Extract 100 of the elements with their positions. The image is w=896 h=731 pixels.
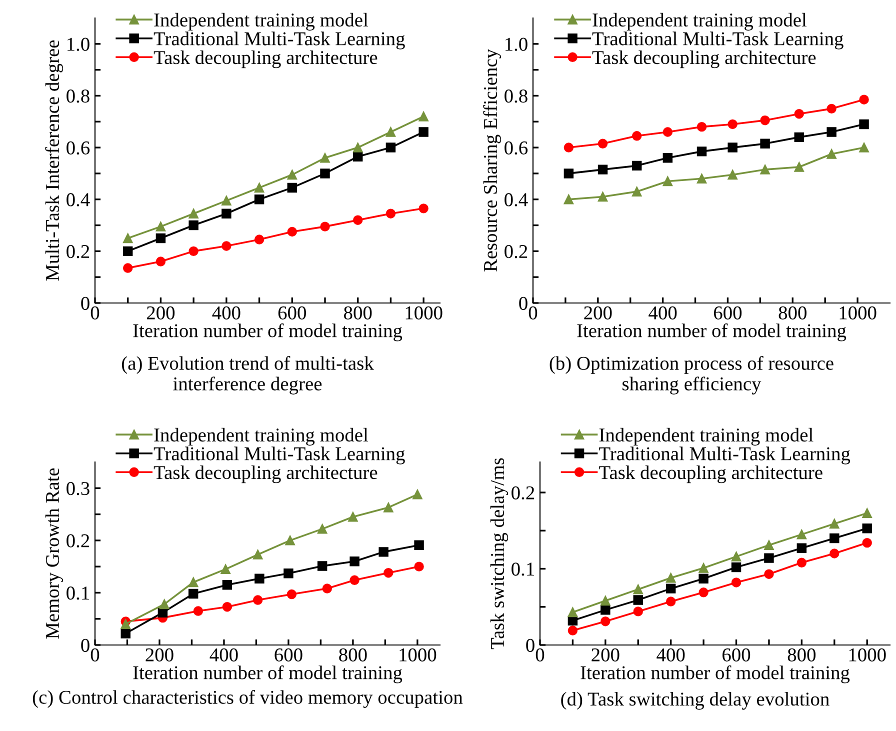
point xyxy=(222,241,232,251)
text: (c) Control characteristics of video memory occupation xyxy=(32,690,463,708)
point xyxy=(156,222,166,232)
point xyxy=(120,619,130,629)
point xyxy=(412,490,422,500)
x-tick-label: 0 xyxy=(536,648,544,662)
x-tick-label: 1000 xyxy=(849,648,886,662)
point xyxy=(188,208,198,218)
legend-label: Traditional Multi-Task Learning xyxy=(154,446,405,464)
point xyxy=(731,552,742,562)
y-tick-label: 0.4 xyxy=(66,193,90,206)
y-tick-label: 1.0 xyxy=(68,38,90,51)
point xyxy=(731,578,742,588)
point xyxy=(386,208,396,218)
point xyxy=(633,595,643,605)
y-tick-label: 0.6 xyxy=(66,141,90,155)
point xyxy=(156,256,166,266)
legend-label: Independent training model xyxy=(154,428,368,446)
legend-label: Independent training model xyxy=(154,12,368,31)
point xyxy=(193,606,204,616)
point xyxy=(794,162,804,172)
point xyxy=(252,595,263,605)
legend-label: Task decoupling architecture xyxy=(154,50,378,68)
legend-label: Traditional Multi-Task Learning xyxy=(592,32,844,50)
point xyxy=(384,568,394,578)
point xyxy=(728,142,738,152)
y-tick-label: 0 xyxy=(519,296,528,310)
y-tick-label: 0.8 xyxy=(66,90,90,103)
point xyxy=(188,588,198,599)
point xyxy=(254,182,264,193)
point xyxy=(698,574,708,584)
y-tick-label: 0.2 xyxy=(66,534,90,548)
y-tick-label: 0.3 xyxy=(66,482,90,496)
y-axis-title: Resource Sharing Efficiency xyxy=(483,48,502,272)
point xyxy=(794,109,804,119)
y-tick-label: 1.0 xyxy=(506,38,528,51)
point xyxy=(564,194,574,204)
text: (a) Evolution trend of multi-task interference degree xyxy=(122,356,374,394)
point xyxy=(564,168,574,178)
y-tick-label: 0.8 xyxy=(504,90,528,103)
point xyxy=(859,119,869,130)
point xyxy=(632,160,642,171)
text: (b) Optimization process of resource sharing efficiency xyxy=(550,356,834,394)
y-tick-label: 0.2 xyxy=(66,245,90,258)
point xyxy=(696,146,707,156)
point xyxy=(859,94,869,104)
point xyxy=(414,540,424,550)
point xyxy=(826,127,836,137)
point xyxy=(600,596,610,606)
point xyxy=(796,530,807,540)
point xyxy=(287,170,298,180)
point xyxy=(662,127,673,137)
x-tick-label: 600 xyxy=(722,648,750,662)
point xyxy=(122,263,133,273)
x-tick-label: 400 xyxy=(212,306,240,320)
point xyxy=(598,164,608,174)
point xyxy=(830,518,840,529)
point xyxy=(633,606,643,616)
point xyxy=(764,569,774,579)
point xyxy=(830,533,840,544)
point xyxy=(862,538,872,548)
point xyxy=(760,115,770,126)
point xyxy=(386,127,396,137)
y-tick-label: 0.1 xyxy=(512,562,534,576)
point xyxy=(120,628,130,638)
point xyxy=(156,233,166,244)
x-tick-label: 800 xyxy=(788,648,816,662)
point xyxy=(320,153,330,163)
point xyxy=(350,575,360,586)
point xyxy=(188,246,198,256)
point xyxy=(222,602,232,612)
x-axis-title: Iteration number of model training xyxy=(580,665,850,684)
point xyxy=(666,596,676,606)
x-tick-label: 800 xyxy=(339,648,367,662)
point xyxy=(632,131,642,141)
x-tick-label: 600 xyxy=(278,306,306,320)
point xyxy=(764,540,774,550)
point xyxy=(220,564,230,574)
point xyxy=(662,153,673,163)
y-tick-label: 0 xyxy=(81,638,90,652)
point xyxy=(222,580,232,590)
point xyxy=(862,508,872,518)
legend-label: Task decoupling architecture xyxy=(599,465,822,484)
x-tick-label: 600 xyxy=(274,648,302,662)
x-tick-label: 200 xyxy=(146,648,174,662)
point xyxy=(322,584,332,594)
y-tick-label: 0 xyxy=(81,296,90,310)
point xyxy=(287,226,298,237)
point xyxy=(859,142,869,152)
point xyxy=(826,149,836,159)
point xyxy=(222,208,232,218)
point xyxy=(348,512,358,522)
point xyxy=(568,607,578,618)
point xyxy=(728,170,738,180)
y-tick-label: 0 xyxy=(526,638,534,652)
point xyxy=(698,588,708,598)
point xyxy=(317,561,328,571)
point xyxy=(696,174,707,184)
legend-label: Traditional Multi-Task Learning xyxy=(599,446,850,464)
point xyxy=(632,186,642,196)
